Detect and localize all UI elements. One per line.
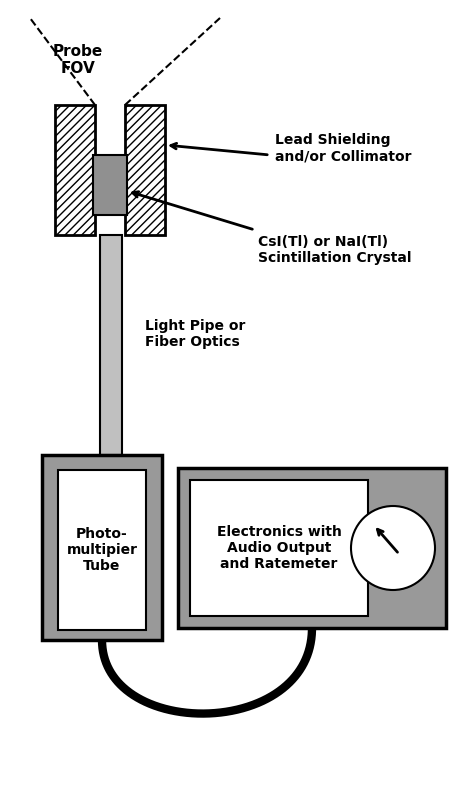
Bar: [58, 470, 146, 630]
Bar: [100, 235, 122, 455]
Bar: [190, 480, 368, 616]
Bar: [125, 105, 165, 235]
Text: CsI(Tl) or NaI(Tl)
Scintillation Crystal: CsI(Tl) or NaI(Tl) Scintillation Crystal: [258, 235, 411, 265]
Text: Light Pipe or
Fiber Optics: Light Pipe or Fiber Optics: [145, 319, 246, 349]
Bar: [178, 468, 446, 628]
Text: Electronics with
Audio Output
and Ratemeter: Electronics with Audio Output and Rateme…: [217, 525, 341, 571]
Bar: [93, 155, 127, 215]
Circle shape: [351, 506, 435, 590]
Text: Lead Shielding
and/or Collimator: Lead Shielding and/or Collimator: [275, 133, 411, 163]
Bar: [42, 455, 162, 640]
Text: Photo-
multipier
Tube: Photo- multipier Tube: [66, 526, 137, 573]
Bar: [55, 105, 95, 235]
Text: Probe
FOV: Probe FOV: [53, 44, 103, 76]
